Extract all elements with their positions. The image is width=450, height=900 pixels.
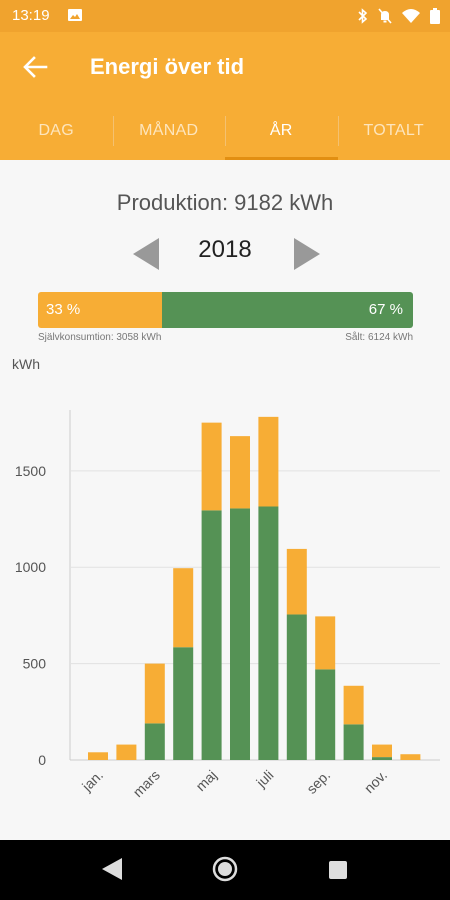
nav-home-icon[interactable] [212, 856, 238, 882]
yearly-energy-chart: 0 500 1000 1500 jan. mars maj juli sep. nov. [15, 410, 440, 800]
x-tick-label: mars [130, 767, 163, 800]
sold-segment: 67 % [161, 292, 413, 328]
bar-self-consumption [116, 744, 137, 760]
bar-sold [173, 647, 194, 760]
bar-sold [230, 508, 250, 760]
bar-sold [258, 506, 279, 760]
sold-label: Sålt: 6124 kWh [345, 332, 413, 343]
x-tick-label: sep. [303, 767, 333, 797]
status-bar: 13:19 [0, 0, 450, 32]
y-tick-label: 0 [38, 752, 46, 768]
bar-self-consumption [315, 616, 336, 670]
app-bar: Energi över tid [0, 32, 450, 102]
y-tick-label: 500 [23, 656, 47, 672]
tab-day[interactable]: DAG [38, 122, 75, 139]
production-total: Produktion: 9182 kWh [116, 190, 334, 215]
status-time: 13:19 [12, 7, 50, 24]
bar-sold [343, 724, 364, 760]
consumption-split-bar: 33 % 67 % [38, 292, 413, 328]
system-nav-bar [0, 840, 450, 900]
x-tick-label: jan. [78, 767, 106, 795]
bluetooth-icon [358, 8, 368, 24]
bar-self-consumption [230, 436, 250, 509]
back-arrow-icon[interactable] [20, 52, 50, 82]
bar-self-consumption [400, 754, 421, 760]
nav-recents-icon[interactable] [328, 860, 348, 880]
y-tick-label: 1500 [15, 463, 46, 479]
content-area [0, 160, 450, 840]
bar-self-consumption [258, 416, 279, 507]
wifi-icon [402, 9, 420, 23]
battery-icon [430, 8, 440, 24]
self-consumption-label: Självkonsumtion: 3058 kWh [38, 332, 162, 343]
bar-self-consumption [286, 548, 307, 615]
x-tick-label: maj [192, 767, 219, 794]
bar-self-consumption [343, 685, 364, 725]
bar-self-consumption [88, 752, 108, 760]
next-year-icon[interactable] [294, 238, 320, 270]
x-tick-label: juli [252, 767, 276, 791]
bar-sold [201, 510, 222, 760]
system-icons [358, 8, 440, 24]
y-axis-unit: kWh [12, 356, 40, 372]
previous-year-icon[interactable] [133, 238, 159, 270]
image-notification-icon [68, 9, 82, 21]
y-tick-label: 1000 [15, 559, 46, 575]
tab-year[interactable]: ÅR [225, 102, 338, 160]
tab-total[interactable]: TOTALT [337, 102, 450, 160]
bar-self-consumption [201, 422, 222, 511]
tab-bar: DAG MÅNAD ÅR TOTALT [0, 102, 450, 160]
bar-self-consumption [173, 568, 194, 648]
selected-year: 2018 [198, 236, 252, 263]
split-labels: Självkonsumtion: 3058 kWh Sålt: 6124 kWh [38, 332, 413, 343]
notifications-off-icon [378, 8, 392, 24]
bar-sold [372, 757, 392, 760]
bar-sold [286, 614, 307, 760]
bar-sold [144, 723, 165, 760]
bar-sold [315, 669, 336, 760]
year-navigator: 2018 [0, 232, 450, 272]
page-title: Energi över tid [90, 54, 245, 79]
bar-self-consumption [372, 744, 392, 758]
nav-back-icon[interactable] [102, 858, 122, 880]
bar-self-consumption [144, 663, 165, 724]
tab-month[interactable]: MÅNAD [112, 102, 226, 160]
self-consumption-segment: 33 % [38, 292, 162, 328]
x-tick-label: nov. [361, 767, 390, 796]
